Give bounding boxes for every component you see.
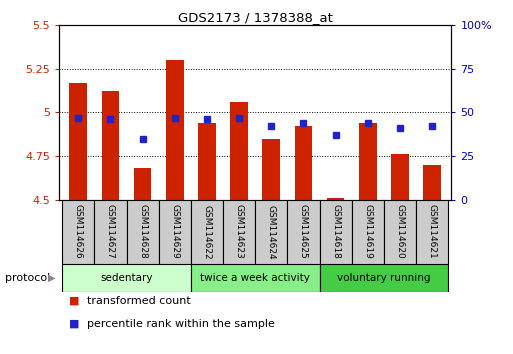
Title: GDS2173 / 1378388_at: GDS2173 / 1378388_at [178,11,332,24]
Bar [62,200,94,264]
Bar [69,82,87,200]
Text: GSM114625: GSM114625 [299,205,308,259]
Bar [320,264,448,292]
Text: GSM114622: GSM114622 [203,205,211,259]
Bar [423,165,441,200]
Bar [191,200,223,264]
Text: percentile rank within the sample: percentile rank within the sample [87,319,275,329]
Bar [62,264,191,292]
Bar [327,198,345,200]
Bar [159,200,191,264]
Text: GSM114627: GSM114627 [106,205,115,259]
Text: GSM114621: GSM114621 [428,205,437,259]
Bar [320,200,352,264]
Text: transformed count: transformed count [87,296,191,306]
Bar [198,123,216,200]
Text: voluntary running: voluntary running [337,273,430,283]
Text: GSM114629: GSM114629 [170,205,180,259]
Bar [94,200,127,264]
Text: ■: ■ [69,319,80,329]
Text: sedentary: sedentary [101,273,153,283]
Text: protocol: protocol [5,273,50,283]
Bar [191,264,320,292]
Bar [127,200,159,264]
Text: GSM114624: GSM114624 [267,205,276,259]
Bar [255,200,287,264]
Text: GSM114620: GSM114620 [396,205,404,259]
Bar [102,91,120,200]
Text: twice a week activity: twice a week activity [200,273,310,283]
Bar [287,200,320,264]
Text: GSM114626: GSM114626 [74,205,83,259]
Text: GSM114618: GSM114618 [331,204,340,259]
Bar [230,102,248,200]
Bar [134,169,151,200]
Text: ▶: ▶ [48,273,55,283]
Bar [391,154,409,200]
Text: ■: ■ [69,296,80,306]
Bar [384,200,416,264]
Bar [359,123,377,200]
Text: GSM114619: GSM114619 [363,204,372,259]
Bar [352,200,384,264]
Bar [263,139,280,200]
Text: GSM114623: GSM114623 [234,205,244,259]
Bar [416,200,448,264]
Text: GSM114628: GSM114628 [138,205,147,259]
Bar [166,60,184,200]
Bar [294,126,312,200]
Bar [223,200,255,264]
